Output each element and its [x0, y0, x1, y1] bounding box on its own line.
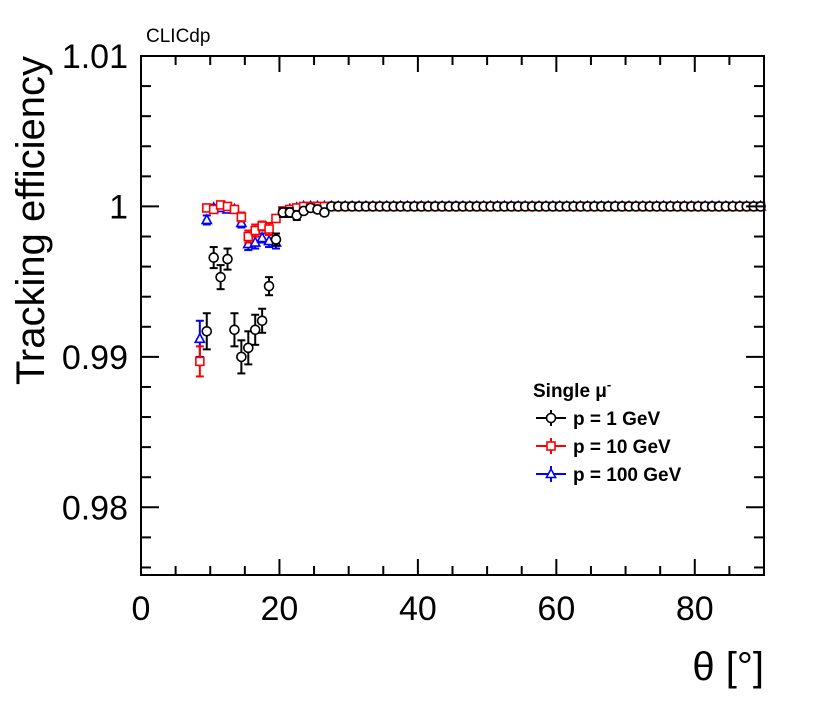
y-tick-label: 0.99 [62, 339, 128, 377]
legend-label: p = 100 GeV [573, 465, 682, 486]
data-point [236, 351, 247, 363]
legend-marker [545, 412, 557, 424]
x-tick-label: 40 [399, 590, 437, 628]
x-axis: 0 20 40 60 80 [132, 56, 765, 628]
data-point [242, 342, 254, 354]
x-tick-label: 60 [537, 590, 575, 628]
data-point [249, 324, 261, 336]
data-point [229, 204, 240, 215]
legend-label: p = 1 GeV [573, 409, 660, 430]
legend-entry: p = 100 GeV [536, 465, 682, 486]
data-point [195, 356, 205, 367]
x-axis-title: θ [°] [692, 645, 764, 689]
y-tick-label: 1 [109, 188, 128, 226]
legend-entry: p = 1 GeV [536, 409, 660, 430]
y-tick-label: 0.98 [62, 489, 128, 527]
data-point [208, 252, 219, 263]
legend-title: Single μ- [533, 377, 611, 402]
legend-marker [546, 441, 556, 451]
legend-title-main: Single μ [533, 381, 607, 402]
series-triangle [193, 199, 767, 358]
data-point [271, 213, 281, 224]
data-point [264, 224, 274, 234]
legend: Single μ- p = 1 GeV p = 10 GeV p = 100 GeV [533, 377, 682, 486]
data-point [222, 253, 233, 265]
data-point [200, 213, 213, 225]
y-axis: 0.98 0.99 1 1.01 [62, 38, 764, 569]
data-point [229, 324, 240, 336]
data-point [263, 280, 275, 292]
legend-marker [545, 467, 557, 479]
legend-entries: p = 1 GeV p = 10 GeV p = 100 GeV [536, 409, 682, 486]
data-point [201, 325, 213, 337]
legend-label: p = 10 GeV [573, 437, 671, 458]
x-tick-label: 0 [132, 590, 151, 628]
data-point [236, 212, 247, 222]
data-marks [193, 199, 767, 378]
y-axis-title: Tracking efficiency [9, 56, 53, 385]
clicdp-label: CLICdp [146, 26, 210, 47]
x-tick-label: 80 [676, 590, 714, 628]
y-tick-label: 1.01 [62, 38, 128, 76]
data-point [256, 231, 269, 243]
data-point [270, 234, 282, 245]
data-point [256, 315, 268, 327]
series-square [195, 200, 766, 378]
data-point [193, 332, 206, 344]
data-point [319, 207, 330, 218]
data-point [215, 271, 226, 283]
series-circle [201, 201, 766, 375]
legend-entry: p = 10 GeV [536, 437, 671, 458]
legend-title-superscript: - [607, 377, 611, 392]
x-tick-label: 20 [261, 590, 299, 628]
